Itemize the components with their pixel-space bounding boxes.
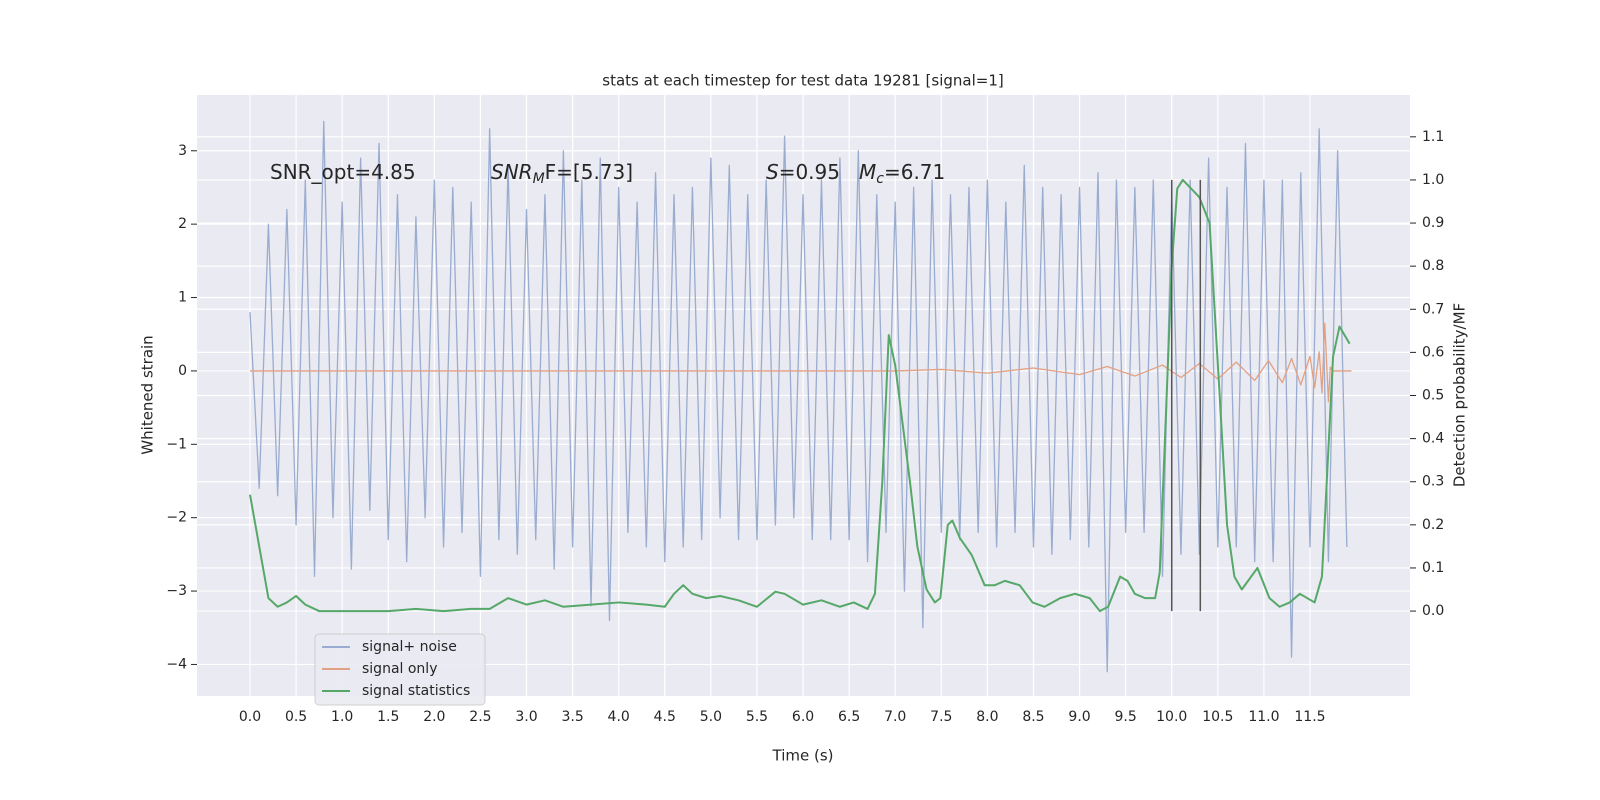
annotation: Mc=6.71 [859,160,945,188]
annotation-subscript: M [533,171,545,187]
series-line [249,178,1351,613]
y-tick-label: 3 [178,143,187,159]
annotation-text: SNR [491,160,533,184]
annotation-text: =0.95 [779,160,840,184]
x-tick-label: 1.0 [331,709,353,725]
legend-label: signal+ noise [362,639,457,655]
y2-tick-label: 0.2 [1422,517,1444,533]
annotation-text: F=[5.73] [545,160,633,184]
y-tick-label: −3 [166,583,187,599]
x-tick-label: 11.0 [1248,709,1279,725]
x-tick-label: 8.0 [976,709,998,725]
y-tick-label: −4 [166,656,187,672]
x-tick-label: 2.5 [469,709,491,725]
x-tick-label: 9.0 [1068,709,1090,725]
y2-tick-label: 0.4 [1422,431,1444,447]
legend-label: signal only [362,661,437,677]
chart-title: stats at each timestep for test data 192… [602,72,1003,90]
x-tick-label: 0.5 [285,709,307,725]
x-tick-label: 9.5 [1115,709,1137,725]
y2-tick-label: 0.0 [1422,603,1444,619]
y2-tick-label: 1.0 [1422,172,1444,188]
x-tick-label: 6.0 [792,709,814,725]
annotation-text: SNR_opt=4.85 [270,160,416,184]
annotation-text: =6.71 [884,160,945,184]
y-tick-label: 2 [178,216,187,232]
x-tick-label: 1.5 [377,709,399,725]
x-tick-label: 5.5 [746,709,768,725]
x-tick-label: 6.5 [838,709,860,725]
x-tick-label: 11.5 [1294,709,1325,725]
x-tick-label: 5.0 [700,709,722,725]
y2-tick-label: 0.9 [1422,215,1444,231]
x-tick-label: 0.0 [239,709,261,725]
x-tick-label: 8.5 [1022,709,1044,725]
x-tick-label: 10.0 [1156,709,1187,725]
legend: signal+ noise signal only signal statistic… [314,633,486,706]
x-tick-label: 4.0 [608,709,630,725]
y-tick-label: −1 [166,436,187,452]
y-tick-label: 1 [178,290,187,306]
y2-tick-label: 1.1 [1422,129,1444,145]
annotation-text: S [766,160,779,184]
x-tick-label: 10.5 [1202,709,1233,725]
x-tick-label: 2.0 [423,709,445,725]
y2-axis-label: Detection probability/MF [1451,303,1469,487]
y2-tick-label: 0.7 [1422,301,1444,317]
legend-label: signal statistics [362,683,470,699]
series-line [249,120,1348,673]
x-axis-label: Time (s) [772,747,834,765]
annotation-text: M [859,160,876,184]
y2-tick-label: 0.3 [1422,474,1444,490]
annotation-subscript: c [876,171,884,187]
annotation: SNRMF=[5.73] [491,160,633,188]
x-tick-label: 7.0 [884,709,906,725]
x-tick-label: 7.5 [930,709,952,725]
x-tick-label: 3.5 [561,709,583,725]
legend-frame [314,633,486,706]
y-tick-label: 0 [178,363,187,379]
y2-tick-label: 0.5 [1422,388,1444,404]
y2-tick-label: 0.6 [1422,344,1444,360]
y-tick-label: −2 [166,510,187,526]
annotation: SNR_opt=4.85 [270,160,416,184]
y2-tick-label: 0.1 [1422,560,1444,576]
x-tick-label: 3.0 [515,709,537,725]
x-tick-label: 4.5 [654,709,676,725]
y-axis-label: Whitened strain [139,335,157,454]
series-line [250,322,1352,403]
y2-tick-label: 0.8 [1422,258,1444,274]
marks [249,120,1352,673]
annotation: S=0.95 [766,160,840,184]
